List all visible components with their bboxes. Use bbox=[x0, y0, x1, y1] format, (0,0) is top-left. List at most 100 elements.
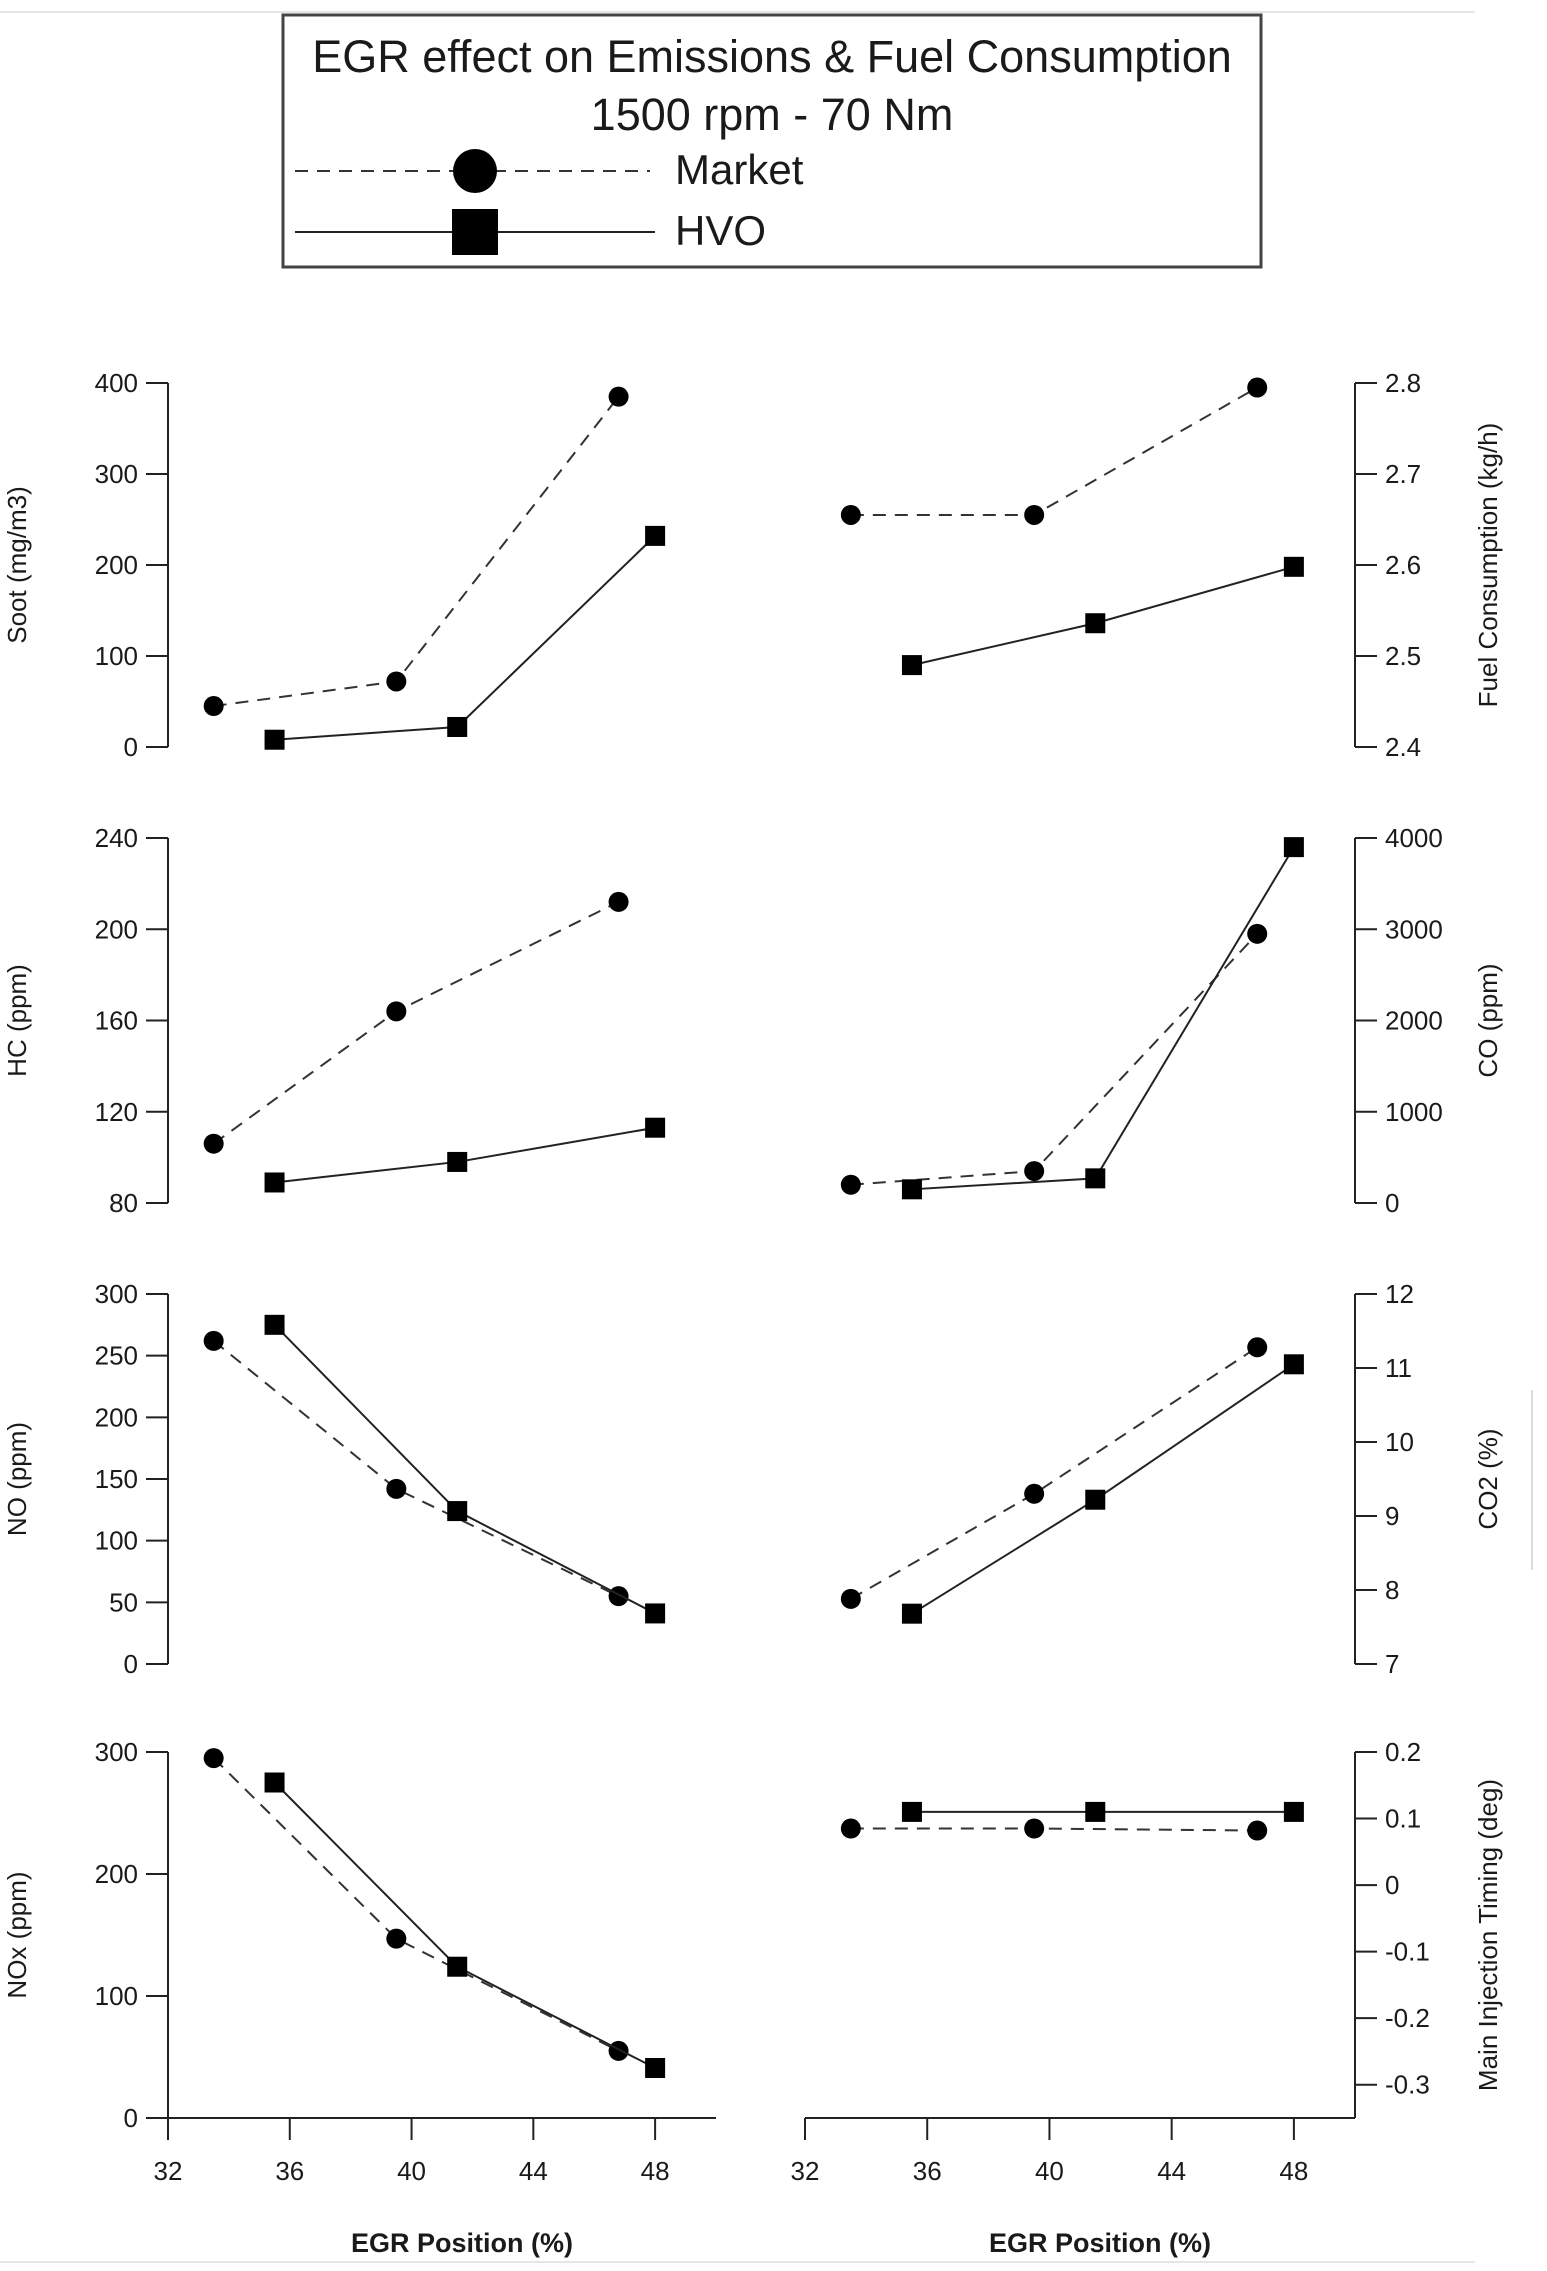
panel-no: 0 50 100 150 200 250 300 NO (ppm) bbox=[2, 1279, 666, 1679]
nox-market-line bbox=[212, 1757, 620, 2052]
nox-x-tick-label: 40 bbox=[397, 2156, 426, 2186]
fuel-y-tick-label: 2.7 bbox=[1385, 459, 1421, 489]
co2-y-tick-label: 11 bbox=[1385, 1353, 1412, 1383]
hc-hvo-point bbox=[447, 1151, 468, 1172]
soot-y-tick-label: 400 bbox=[95, 368, 138, 398]
fuel-hvo-point bbox=[1085, 613, 1106, 634]
legend-market-marker bbox=[453, 149, 497, 193]
co2-y-tick-label: 10 bbox=[1385, 1427, 1414, 1457]
hc-y-axis-label: HC (ppm) bbox=[2, 964, 32, 1077]
soot-y-axis-label: Soot (mg/m3) bbox=[2, 486, 32, 644]
no-market-point bbox=[608, 1586, 629, 1607]
hc-market-point bbox=[386, 1001, 407, 1022]
panel-fuel: 2.4 2.5 2.6 2.7 2.8 Fuel Consumption (kg/h) bbox=[840, 368, 1503, 762]
fuel-hvo-point bbox=[901, 655, 922, 676]
timing-y-tick-label: 0 bbox=[1385, 1870, 1399, 1900]
fuel-market-point bbox=[1024, 504, 1045, 525]
nox-x-tick-label: 44 bbox=[519, 2156, 548, 2186]
co-y-tick-label: 1000 bbox=[1385, 1097, 1443, 1127]
no-hvo-point bbox=[447, 1501, 468, 1522]
timing-x-tick-label: 36 bbox=[913, 2156, 942, 2186]
nox-x-axis-label: EGR Position (%) bbox=[351, 2228, 573, 2258]
co2-y-tick-label: 7 bbox=[1385, 1649, 1399, 1679]
soot-y-tick-label: 0 bbox=[124, 732, 138, 762]
no-y-tick-label: 200 bbox=[95, 1402, 138, 1432]
fuel-y-axis-label: Fuel Consumption (kg/h) bbox=[1473, 423, 1503, 708]
panel-soot: 0 100 200 300 400 Soot (mg/m3) bbox=[2, 368, 666, 762]
co2-market-line bbox=[850, 1346, 1258, 1600]
no-y-tick-label: 100 bbox=[95, 1526, 138, 1556]
fuel-market-point bbox=[1247, 377, 1268, 398]
co2-y-tick-label: 8 bbox=[1385, 1575, 1399, 1605]
timing-y-tick-label: -0.1 bbox=[1385, 1937, 1430, 1967]
soot-y-tick-label: 100 bbox=[95, 641, 138, 671]
timing-market-point bbox=[1247, 1820, 1268, 1841]
timing-hvo-point bbox=[901, 1801, 922, 1822]
nox-y-tick-label: 300 bbox=[95, 1737, 138, 1767]
nox-y-axis-label: NOx (ppm) bbox=[2, 1871, 32, 1998]
timing-y-tick-label: 0.2 bbox=[1385, 1737, 1421, 1767]
nox-x-tick-label: 48 bbox=[641, 2156, 670, 2186]
co-y-tick-label: 0 bbox=[1385, 1188, 1399, 1218]
no-y-tick-label: 50 bbox=[109, 1587, 138, 1617]
legend-box bbox=[281, 13, 1263, 269]
timing-x-tick-label: 40 bbox=[1035, 2156, 1064, 2186]
legend: EGR effect on Emissions & Fuel Consumpti… bbox=[281, 13, 1263, 269]
nox-y-tick-label: 0 bbox=[124, 2103, 138, 2133]
panel-nox: 0 100 200 300 NOx (ppm) 32 36 40 44 48 EGR Positio… bbox=[2, 1737, 716, 2258]
hc-y-tick-label: 240 bbox=[95, 823, 138, 853]
co2-hvo-point bbox=[1085, 1489, 1106, 1510]
timing-market-point bbox=[840, 1818, 861, 1839]
no-market-point bbox=[203, 1330, 224, 1351]
nox-hvo-point bbox=[264, 1772, 285, 1793]
no-y-tick-label: 0 bbox=[124, 1649, 138, 1679]
legend-hvo-marker bbox=[452, 209, 498, 255]
timing-y-axis-label: Main Injection Timing (deg) bbox=[1473, 1779, 1503, 2091]
timing-hvo-point bbox=[1085, 1801, 1106, 1822]
timing-x-tick-label: 32 bbox=[791, 2156, 820, 2186]
timing-market-point bbox=[1024, 1818, 1045, 1839]
nox-y-tick-label: 200 bbox=[95, 1859, 138, 1889]
co-hvo-point bbox=[1085, 1168, 1106, 1189]
co2-hvo-point bbox=[901, 1603, 922, 1624]
nox-hvo-point bbox=[447, 1956, 468, 1977]
hc-y-tick-label: 160 bbox=[95, 1006, 138, 1036]
co2-market-point bbox=[1024, 1483, 1045, 1504]
hc-hvo-point bbox=[645, 1117, 666, 1138]
nox-market-point bbox=[608, 2040, 629, 2061]
co-market-point bbox=[840, 1174, 861, 1195]
co-market-point bbox=[1024, 1161, 1045, 1182]
timing-x-axis-label: EGR Position (%) bbox=[989, 2228, 1211, 2258]
no-hvo-point bbox=[264, 1314, 285, 1335]
co-y-tick-label: 2000 bbox=[1385, 1006, 1443, 1036]
co2-market-point bbox=[1247, 1337, 1268, 1358]
timing-x-tick-label: 48 bbox=[1279, 2156, 1308, 2186]
hc-market-point bbox=[608, 891, 629, 912]
soot-market-point bbox=[608, 386, 629, 407]
fuel-y-tick-label: 2.6 bbox=[1385, 550, 1421, 580]
hc-market-point bbox=[203, 1133, 224, 1154]
panel-timing: -0.3 -0.2 -0.1 0 0.1 0.2 Main Injection Timing… bbox=[791, 1737, 1503, 2258]
fuel-y-tick-label: 2.5 bbox=[1385, 641, 1421, 671]
soot-hvo-point bbox=[645, 525, 666, 546]
co-market-point bbox=[1247, 923, 1268, 944]
nox-x-tick-label: 36 bbox=[275, 2156, 304, 2186]
legend-market-label: Market bbox=[675, 146, 804, 193]
co-y-tick-label: 4000 bbox=[1385, 823, 1443, 853]
soot-y-tick-label: 300 bbox=[95, 459, 138, 489]
co-hvo-point bbox=[901, 1179, 922, 1200]
panel-co: 0 1000 2000 3000 4000 CO (ppm) bbox=[840, 823, 1503, 1218]
nox-x-tick-label: 32 bbox=[154, 2156, 183, 2186]
fuel-y-tick-label: 2.4 bbox=[1385, 732, 1421, 762]
soot-market-point bbox=[203, 696, 224, 717]
hc-y-tick-label: 120 bbox=[95, 1097, 138, 1127]
fuel-market-point bbox=[840, 504, 861, 525]
legend-hvo-label: HVO bbox=[675, 207, 766, 254]
co-y-axis-label: CO (ppm) bbox=[1473, 963, 1503, 1077]
soot-market-point bbox=[386, 671, 407, 692]
nox-market-point bbox=[203, 1748, 224, 1769]
co2-hvo-point bbox=[1283, 1354, 1304, 1375]
no-y-axis-label: NO (ppm) bbox=[2, 1422, 32, 1536]
hc-y-tick-label: 80 bbox=[109, 1188, 138, 1218]
